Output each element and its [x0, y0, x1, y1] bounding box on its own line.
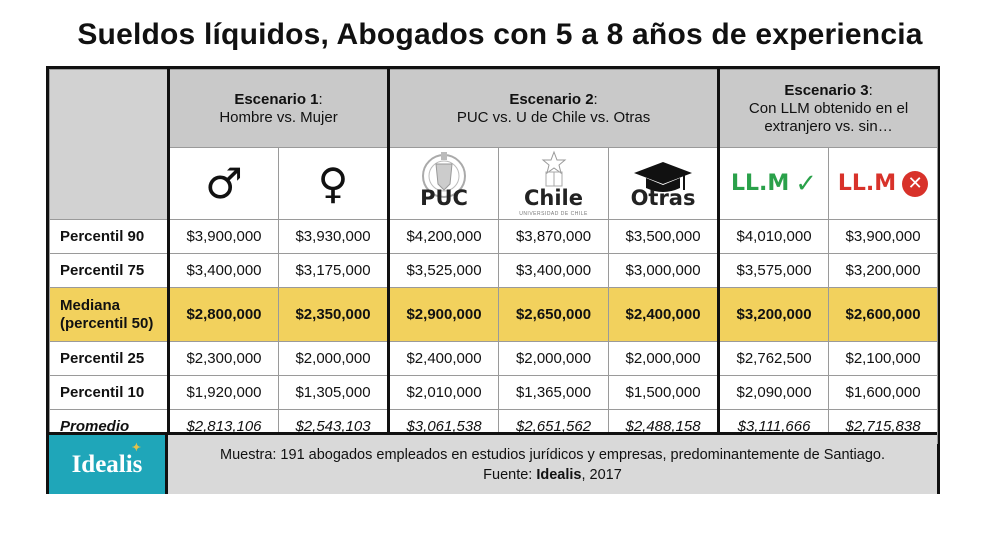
llm-no-column-header: LL.M ✕: [828, 147, 939, 220]
puc-label: PUC: [420, 185, 468, 210]
row-label: Percentil 90: [49, 219, 170, 254]
female-column-header: ♀: [277, 147, 391, 220]
scenario-2-header: Escenario 2: PUC vs. U de Chile vs. Otra…: [388, 69, 721, 148]
female-icon: ♀: [317, 158, 349, 208]
table-cell: $2,800,000: [168, 287, 279, 342]
idealis-logo: Idealis ✦: [49, 435, 168, 494]
check-icon: ✓: [795, 168, 818, 199]
table-cell: $2,100,000: [828, 341, 939, 376]
scenario-2-title: Escenario 2: [509, 90, 594, 108]
male-icon: ♂: [205, 158, 243, 208]
llm-yes-label: LL.M: [731, 171, 790, 196]
scenario-1-title: Escenario 1: [234, 90, 319, 108]
chile-crest-icon: [541, 150, 566, 186]
table-cell: $3,200,000: [718, 287, 830, 342]
table-cell: $2,300,000: [168, 341, 279, 376]
table-cell: $2,010,000: [388, 375, 500, 410]
table-cell: $2,000,000: [608, 341, 721, 376]
table-cell: $1,600,000: [828, 375, 939, 410]
table-cell: $3,870,000: [498, 219, 610, 254]
chile-label: Chile: [524, 185, 584, 210]
puc-column-header: PUC: [388, 147, 500, 220]
otras-column-header: Otras: [608, 147, 721, 220]
table-body: Percentil 90 $3,900,000 $3,930,000 $4,200,0…: [49, 219, 939, 444]
chile-logo: Chile UNIVERSIDAD DE CHILE: [506, 150, 602, 218]
scenario-2-subtitle: PUC vs. U de Chile vs. Otras: [456, 108, 651, 126]
scenario-1-header: Escenario 1: Hombre vs. Mujer: [167, 69, 391, 148]
table-cell: $3,175,000: [277, 253, 391, 288]
table-row: Percentil 90 $3,900,000 $3,930,000 $4,200,0…: [49, 219, 939, 254]
table-cell: $2,400,000: [608, 287, 721, 342]
table-cell: $4,200,000: [388, 219, 500, 254]
scenario-3-header: Escenario 3: Con LLM obtenido en el extr…: [718, 69, 939, 148]
table-cell: $3,930,000: [277, 219, 391, 254]
page-title: Sueldos líquidos, Abogados con 5 a 8 año…: [77, 18, 923, 51]
row-label: Percentil 10: [49, 375, 170, 410]
table-cell: $2,600,000: [828, 287, 939, 342]
table-cell: $3,400,000: [498, 253, 610, 288]
table-cell: $1,305,000: [277, 375, 391, 410]
table-cell: $3,400,000: [168, 253, 279, 288]
table-cell: $3,500,000: [608, 219, 721, 254]
row-label: Mediana (percentil 50): [49, 287, 170, 342]
sample-note: Muestra: 191 abogados empleados en estud…: [220, 446, 885, 463]
table-cell: $3,575,000: [718, 253, 830, 288]
chile-sublabel: UNIVERSIDAD DE CHILE: [519, 210, 588, 217]
llm-yes-column-header: LL.M ✓: [718, 147, 830, 220]
salary-table-frame: Escenario 1: Hombre vs. Mujer Escenario …: [46, 66, 940, 494]
table-cell: $3,900,000: [168, 219, 279, 254]
male-column-header: ♂: [168, 147, 279, 220]
row-label: Percentil 75: [49, 253, 170, 288]
table-row: Mediana (percentil 50) $2,800,000 $2,350,00…: [49, 287, 939, 342]
puc-seal-icon: [422, 151, 467, 198]
footer-note: Muestra: 191 abogados empleados en estud…: [168, 435, 937, 494]
scenario-3-title: Escenario 3: [784, 81, 869, 99]
table-cell: $3,200,000: [828, 253, 939, 288]
table-cell: $3,525,000: [388, 253, 500, 288]
table-row: Percentil 75 $3,400,000 $3,175,000 $3,525,0…: [49, 253, 939, 288]
llm-no-label: LL.M: [837, 171, 897, 196]
table-row: Percentil 10 $1,920,000 $1,305,000 $2,010,0…: [49, 375, 939, 410]
star-icon: ✦: [131, 442, 141, 454]
table-row: Percentil 25 $2,300,000 $2,000,000 $2,400,0…: [49, 341, 939, 376]
puc-logo: PUC: [396, 150, 492, 218]
table-cell: $2,000,000: [277, 341, 391, 376]
cross-icon: ✕: [902, 170, 929, 197]
scenario-1-subtitle: Hombre vs. Mujer: [219, 108, 338, 126]
table-cell: $3,900,000: [828, 219, 939, 254]
table-cell: $2,650,000: [498, 287, 610, 342]
corner-cell: [49, 69, 170, 220]
table-cell: $4,010,000: [718, 219, 830, 254]
footer: Idealis ✦ Muestra: 191 abogados empleado…: [49, 432, 937, 494]
salary-table: Escenario 1: Hombre vs. Mujer Escenario …: [49, 69, 939, 444]
scenario-3-subtitle-2: extranjero vs. sin…: [764, 117, 893, 135]
table-cell: $2,900,000: [388, 287, 500, 342]
table-cell: $1,365,000: [498, 375, 610, 410]
otras-label: Otras: [630, 185, 696, 210]
table-cell: $2,090,000: [718, 375, 830, 410]
graduation-cap-icon: [634, 161, 693, 192]
table-cell: $1,920,000: [168, 375, 279, 410]
source-note: Fuente: Idealis, 2017: [483, 466, 622, 483]
scenario-3-subtitle-1: Con LLM obtenido en el: [748, 99, 909, 117]
table-cell: $2,350,000: [277, 287, 391, 342]
idealis-logo-text: Idealis: [71, 450, 143, 478]
table-cell: $3,000,000: [608, 253, 721, 288]
otras-logo: Otras: [615, 150, 711, 218]
table-cell: $2,762,500: [718, 341, 830, 376]
chile-column-header: Chile UNIVERSIDAD DE CHILE: [498, 147, 610, 220]
table-cell: $1,500,000: [608, 375, 721, 410]
table-cell: $2,400,000: [388, 341, 500, 376]
table-cell: $2,000,000: [498, 341, 610, 376]
row-label: Percentil 25: [49, 341, 170, 376]
